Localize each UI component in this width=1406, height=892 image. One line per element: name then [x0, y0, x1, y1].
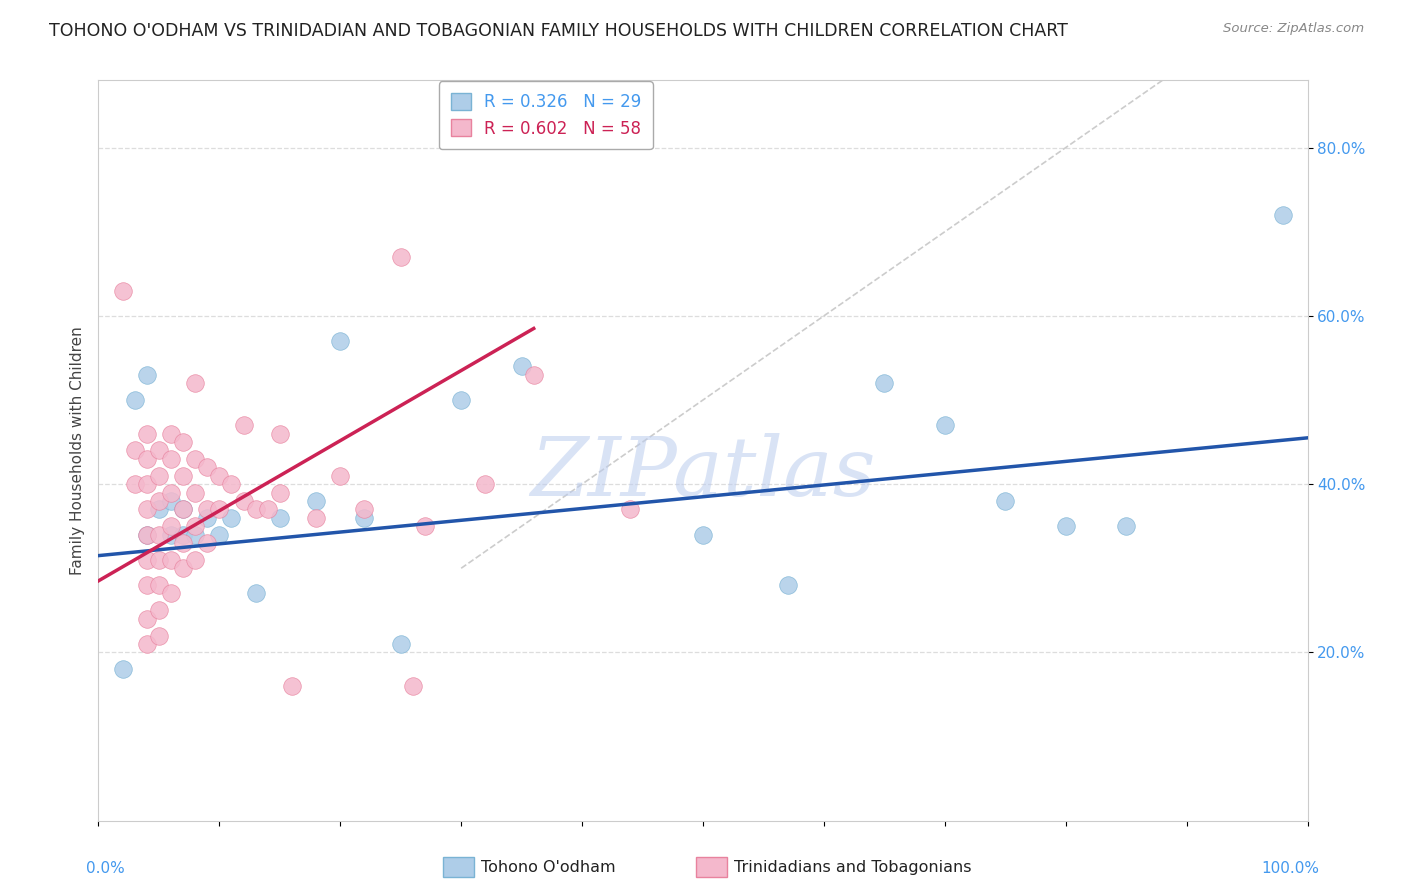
- Point: [135, 477, 157, 491]
- Point: [692, 527, 714, 541]
- Point: [172, 435, 194, 450]
- Text: 0.0%: 0.0%: [86, 862, 125, 876]
- Point: [111, 662, 134, 676]
- Point: [160, 553, 183, 567]
- Point: [402, 679, 425, 693]
- Point: [269, 485, 291, 500]
- Point: [934, 418, 956, 433]
- Point: [232, 418, 254, 433]
- Point: [148, 628, 170, 642]
- Text: Source: ZipAtlas.com: Source: ZipAtlas.com: [1223, 22, 1364, 36]
- Point: [450, 392, 472, 407]
- Point: [195, 510, 218, 524]
- Point: [148, 468, 170, 483]
- Y-axis label: Family Households with Children: Family Households with Children: [69, 326, 84, 574]
- Point: [413, 519, 436, 533]
- Point: [135, 578, 157, 592]
- Point: [160, 451, 183, 466]
- Point: [281, 679, 304, 693]
- Text: TOHONO O'ODHAM VS TRINIDADIAN AND TOBAGONIAN FAMILY HOUSEHOLDS WITH CHILDREN COR: TOHONO O'ODHAM VS TRINIDADIAN AND TOBAGO…: [49, 22, 1069, 40]
- Point: [994, 494, 1017, 508]
- Point: [1115, 519, 1137, 533]
- Point: [135, 502, 157, 516]
- Point: [195, 460, 218, 475]
- Point: [135, 527, 157, 541]
- Point: [776, 578, 799, 592]
- Point: [1054, 519, 1077, 533]
- Point: [148, 603, 170, 617]
- Point: [184, 553, 207, 567]
- Point: [172, 527, 194, 541]
- Point: [389, 637, 412, 651]
- Point: [1272, 208, 1295, 222]
- Point: [184, 376, 207, 391]
- Point: [873, 376, 896, 391]
- Point: [269, 426, 291, 441]
- Point: [184, 519, 207, 533]
- Point: [195, 536, 218, 550]
- Point: [619, 502, 641, 516]
- Point: [245, 502, 267, 516]
- Point: [160, 485, 183, 500]
- Point: [148, 553, 170, 567]
- Point: [135, 451, 157, 466]
- Point: [124, 443, 146, 458]
- Point: [160, 586, 183, 600]
- Legend: R = 0.326   N = 29, R = 0.602   N = 58: R = 0.326 N = 29, R = 0.602 N = 58: [439, 81, 652, 149]
- Point: [148, 578, 170, 592]
- Point: [135, 426, 157, 441]
- Point: [208, 468, 231, 483]
- Point: [208, 502, 231, 516]
- Point: [329, 334, 352, 348]
- Point: [160, 527, 183, 541]
- Point: [160, 426, 183, 441]
- Point: [184, 485, 207, 500]
- Point: [135, 368, 157, 382]
- Point: [124, 477, 146, 491]
- Point: [172, 468, 194, 483]
- Point: [172, 536, 194, 550]
- Point: [111, 284, 134, 298]
- Point: [148, 502, 170, 516]
- Point: [148, 527, 170, 541]
- Text: 100.0%: 100.0%: [1261, 862, 1320, 876]
- Point: [510, 359, 533, 374]
- Point: [221, 510, 243, 524]
- Point: [135, 527, 157, 541]
- Point: [329, 468, 352, 483]
- Point: [184, 527, 207, 541]
- Point: [245, 586, 267, 600]
- Point: [208, 527, 231, 541]
- Point: [160, 519, 183, 533]
- Point: [172, 502, 194, 516]
- Point: [172, 561, 194, 575]
- Point: [221, 477, 243, 491]
- Point: [269, 510, 291, 524]
- Point: [195, 502, 218, 516]
- Point: [523, 368, 546, 382]
- Point: [160, 494, 183, 508]
- Point: [353, 502, 375, 516]
- Text: Tohono O'odham: Tohono O'odham: [481, 861, 616, 875]
- Point: [474, 477, 496, 491]
- Point: [135, 637, 157, 651]
- Point: [124, 392, 146, 407]
- Point: [353, 510, 375, 524]
- Point: [305, 510, 328, 524]
- Point: [184, 451, 207, 466]
- Point: [135, 553, 157, 567]
- Point: [135, 612, 157, 626]
- Point: [148, 443, 170, 458]
- Point: [305, 494, 328, 508]
- Point: [172, 502, 194, 516]
- Text: ZIPatlas: ZIPatlas: [530, 433, 876, 513]
- Point: [148, 494, 170, 508]
- Text: Trinidadians and Tobagonians: Trinidadians and Tobagonians: [734, 861, 972, 875]
- Point: [256, 502, 278, 516]
- Point: [232, 494, 254, 508]
- Point: [389, 250, 412, 264]
